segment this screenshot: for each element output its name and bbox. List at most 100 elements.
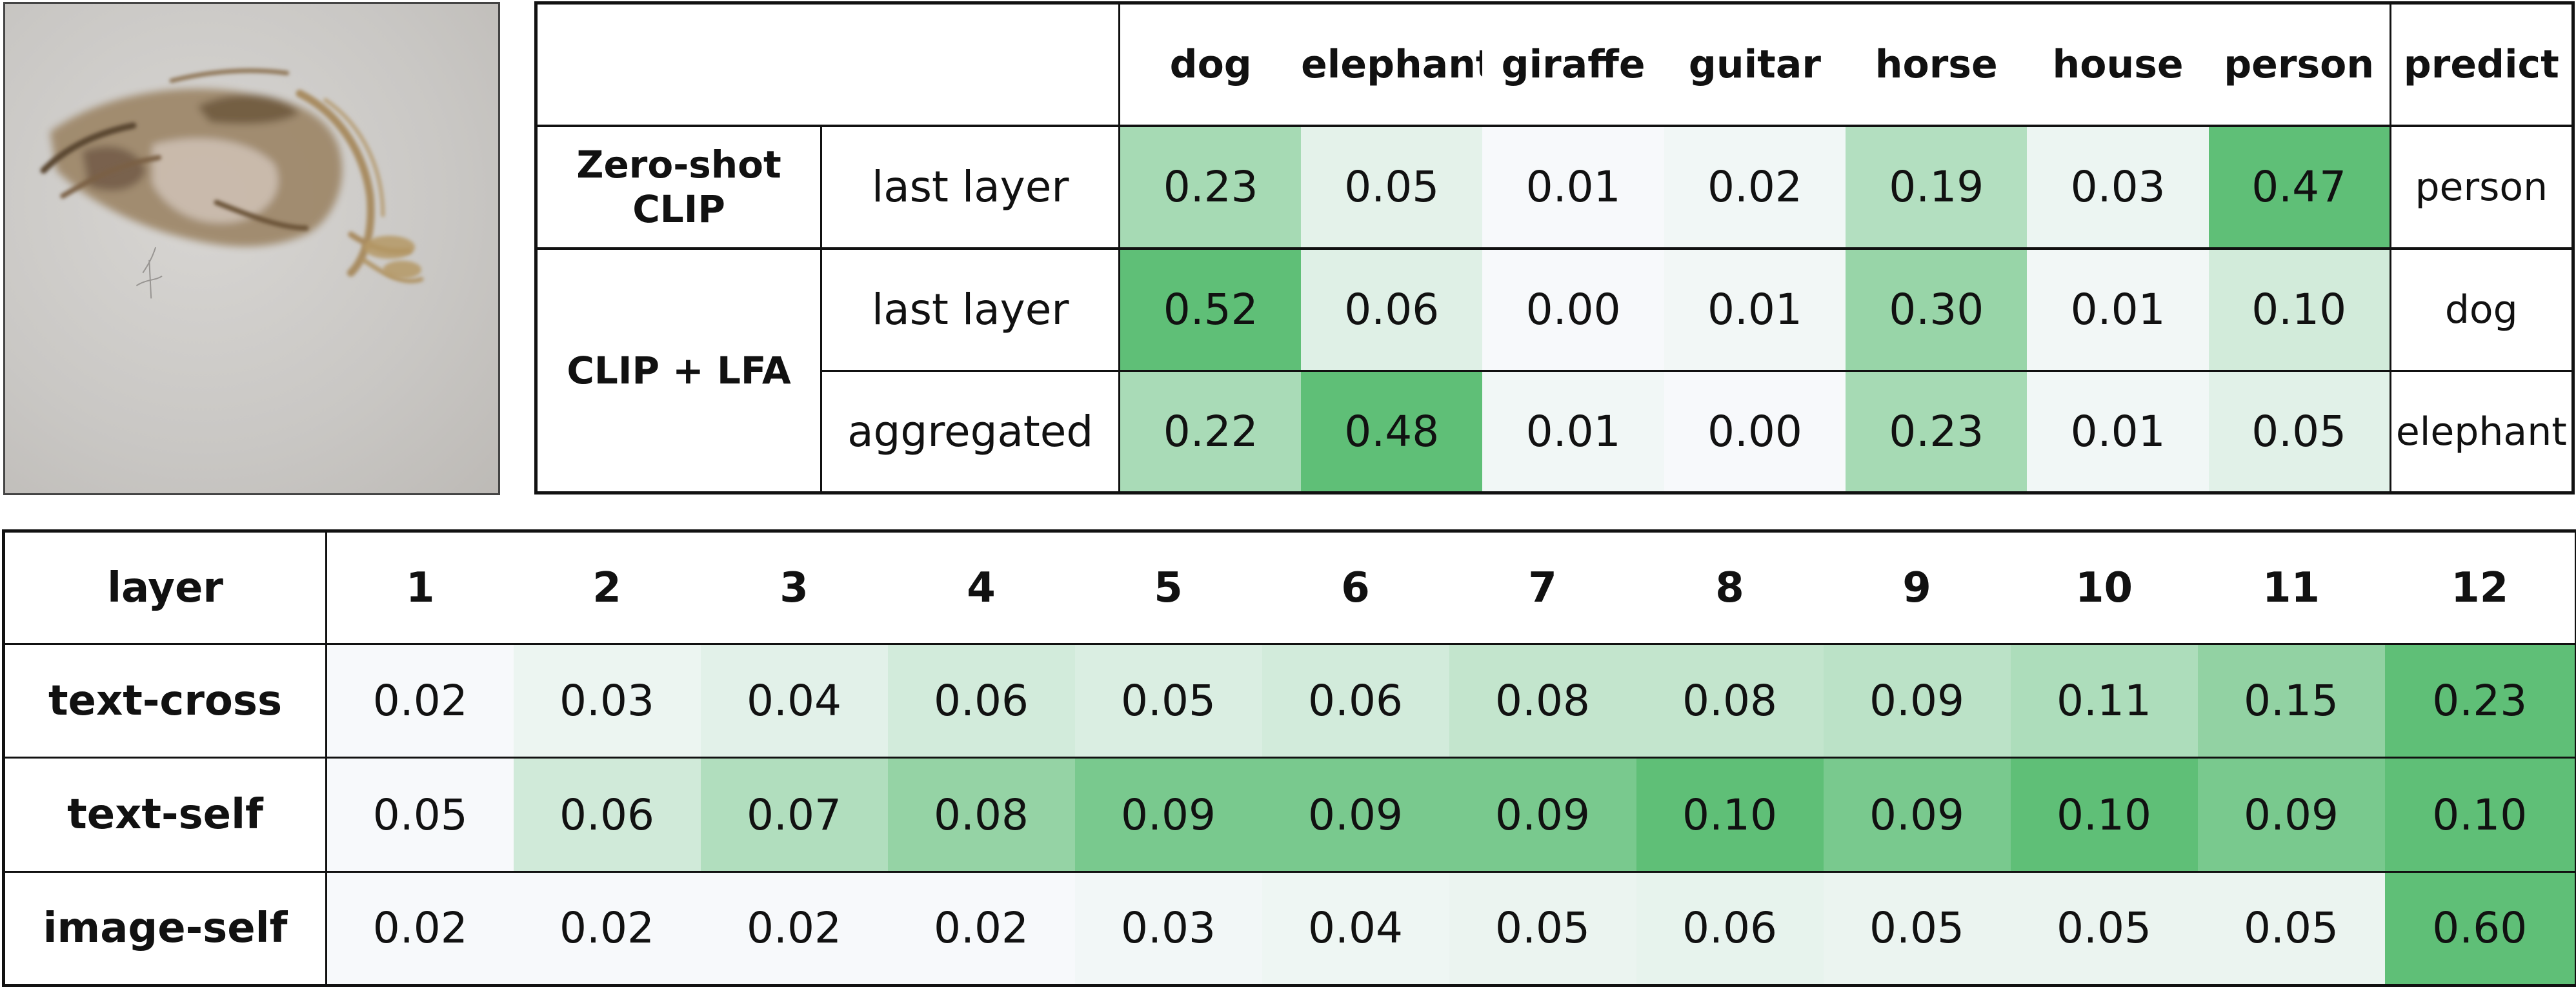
watercolor-animal-image (40, 68, 424, 299)
prob-cell: 0.52 (1118, 247, 1302, 371)
weight-cell: 0.06 (1636, 870, 1824, 986)
group-label-zero-shot-clip: Zero-shot CLIP (534, 124, 823, 249)
weight-cell: 0.02 (513, 870, 701, 986)
class-header-horse: horse (1875, 41, 1998, 87)
layer-number: 8 (1715, 564, 1744, 612)
layer-number: 6 (1341, 564, 1370, 612)
class-header-row: dog elephant giraffe guitar horse house … (536, 3, 2575, 126)
prob-cell: 0.01 (1482, 370, 1664, 493)
zero-shot-clip-row: Zero-shot CLIP last layer 0.23 0.05 0.01… (534, 124, 2575, 249)
prob-cell: 0.22 (1118, 370, 1302, 493)
weight-cell: 0.10 (2010, 757, 2198, 872)
clip-lfa-last-layer-row: CLIP + LFA last layer 0.52 0.06 0.00 0.0… (534, 247, 2575, 493)
prob-cell: 0.30 (1846, 247, 2028, 371)
clip-lfa-aggregated-row: aggregated 0.22 0.48 0.01 0.00 0.23 0.01… (536, 370, 2575, 493)
prob-cell: 0.00 (1482, 247, 1664, 371)
weight-cell: 0.03 (1074, 870, 1262, 986)
predict-cell: elephant (2389, 370, 2575, 493)
prob-cell: 0.02 (1664, 124, 1846, 249)
layer-weight-table: layer 1 2 3 4 5 6 7 8 9 10 11 12 text-cr… (2, 529, 2576, 987)
layer-number: 12 (2451, 564, 2509, 612)
prob-cell: 0.23 (1118, 124, 1302, 249)
prob-cell: 0.23 (1846, 370, 2028, 493)
prob-cell: 0.00 (1664, 370, 1846, 493)
weight-cell: 0.60 (2384, 870, 2576, 986)
layer-number: 7 (1528, 564, 1557, 612)
weight-cell: 0.05 (2010, 870, 2198, 986)
weight-cell: 0.05 (1449, 870, 1636, 986)
class-header-guitar: guitar (1688, 41, 1821, 87)
prob-cell: 0.05 (2208, 370, 2391, 493)
weight-cell: 0.10 (2384, 757, 2576, 872)
text-self-row: text-self 0.05 0.06 0.07 0.08 0.09 0.09 … (3, 757, 2576, 872)
prob-cell: 0.06 (1301, 247, 1483, 371)
group-label-clip-lfa: CLIP + LFA (534, 247, 823, 493)
text-cross-row: text-cross 0.02 0.03 0.04 0.06 0.05 0.06… (3, 643, 2576, 758)
prob-cell: 0.01 (1482, 124, 1664, 249)
weight-cell: 0.06 (887, 643, 1075, 758)
weight-cell: 0.09 (1449, 757, 1636, 872)
weight-cell: 0.23 (2384, 643, 2576, 758)
corner-cell (536, 3, 821, 126)
painting-thumbnail (3, 2, 500, 495)
class-header-person: person (2208, 3, 2391, 126)
class-header-elephant: elephant (1301, 41, 1483, 87)
weight-cell: 0.02 (326, 870, 514, 986)
weight-cell: 0.09 (1074, 757, 1262, 872)
prob-cell: 0.19 (1846, 124, 2028, 249)
weight-cell: 0.02 (887, 870, 1075, 986)
prob-cell: 0.01 (2027, 247, 2209, 371)
layer-number: 1 (405, 564, 435, 612)
weight-cell: 0.05 (326, 757, 514, 872)
row-label: last layer (820, 247, 1121, 371)
layer-number: 11 (2262, 564, 2320, 612)
weight-cell: 0.07 (700, 757, 888, 872)
row-label-image-self: image-self (3, 870, 327, 986)
layer-number: 4 (967, 564, 996, 612)
predict-cell: person (2389, 124, 2575, 249)
weight-cell: 0.11 (2010, 643, 2198, 758)
layer-number: 5 (1154, 564, 1183, 612)
class-probability-table: dog elephant giraffe guitar horse house … (534, 1, 2575, 494)
weight-cell: 0.05 (1074, 643, 1262, 758)
row-label-text-self: text-self (3, 757, 327, 872)
prob-cell: 0.47 (2208, 124, 2391, 249)
layer-number: 2 (592, 564, 621, 612)
weight-cell: 0.09 (2197, 757, 2385, 872)
row-label-text-cross: text-cross (3, 643, 327, 758)
prob-cell: 0.03 (2027, 124, 2209, 249)
class-header-giraffe: giraffe (1501, 41, 1645, 87)
corner-cell (821, 3, 1121, 126)
weight-cell: 0.08 (1449, 643, 1636, 758)
prob-cell: 0.10 (2208, 247, 2391, 371)
layer-header-row: layer 1 2 3 4 5 6 7 8 9 10 11 12 (3, 531, 2576, 644)
predict-cell: dog (2389, 247, 2575, 371)
prob-cell: 0.01 (1664, 247, 1846, 371)
weight-cell: 0.04 (700, 643, 888, 758)
image-self-row: image-self 0.02 0.02 0.02 0.02 0.03 0.04… (3, 870, 2576, 986)
weight-cell: 0.09 (1262, 757, 1449, 872)
weight-cell: 0.08 (1636, 643, 1824, 758)
class-header-house: house (2052, 41, 2184, 87)
weight-cell: 0.02 (326, 643, 514, 758)
weight-cell: 0.15 (2197, 643, 2385, 758)
prob-cell: 0.01 (2027, 370, 2209, 493)
layer-number: 10 (2075, 564, 2133, 612)
weight-cell: 0.04 (1262, 870, 1449, 986)
weight-cell: 0.09 (1823, 643, 2011, 758)
prob-cell: 0.48 (1301, 370, 1483, 493)
row-label: aggregated (820, 370, 1121, 493)
weight-cell: 0.05 (1823, 870, 2011, 986)
weight-cell: 0.02 (700, 870, 888, 986)
predict-header: predict (2389, 3, 2575, 126)
weight-cell: 0.06 (513, 757, 701, 872)
weight-cell: 0.05 (2197, 870, 2385, 986)
layer-header-label: layer (3, 531, 327, 644)
weight-cell: 0.10 (1636, 757, 1824, 872)
weight-cell: 0.06 (1262, 643, 1449, 758)
weight-cell: 0.08 (887, 757, 1075, 872)
layer-number: 3 (780, 564, 809, 612)
layer-number: 9 (1902, 564, 1931, 612)
weight-cell: 0.09 (1823, 757, 2011, 872)
weight-cell: 0.03 (513, 643, 701, 758)
